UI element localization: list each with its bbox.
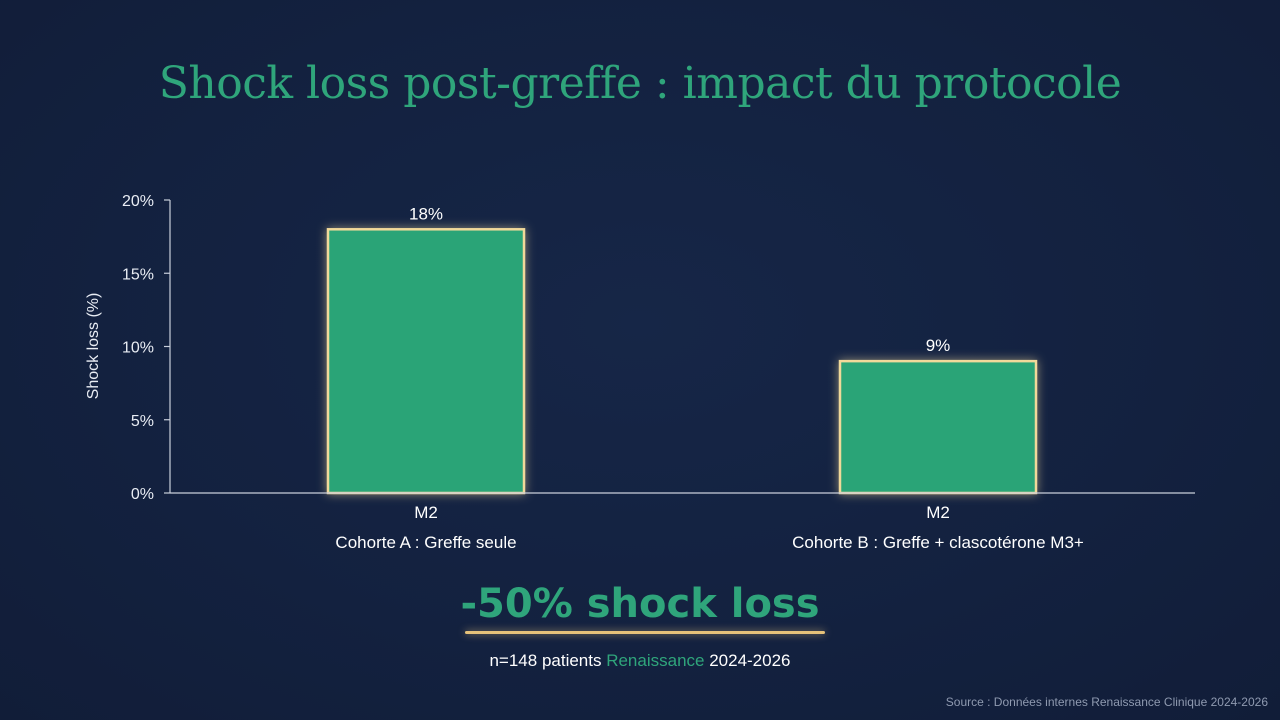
x-tick-label-cohort: Cohorte A : Greffe seule [335,533,516,552]
slide-title: Shock loss post-greffe : impact du proto… [158,58,1122,109]
bars: 18% 9% [326,204,1038,495]
y-tick-label: 5% [131,413,154,430]
sample-prefix: n=148 patients [489,651,607,670]
bar [326,228,526,495]
x-tick-label-timepoint: M2 [414,503,438,522]
sample-caption: n=148 patients Renaissance 2024-2026 [0,651,1280,671]
y-tick-label: 20% [122,193,154,210]
y-tick-label: 0% [131,486,154,503]
y-tick-label: 10% [122,340,154,357]
y-axis-title: Shock loss (%) [85,293,102,400]
bar-value-label: 18% [409,204,443,223]
x-axis: M2 Cohorte A : Greffe seule M2 Cohorte B : … [170,492,1195,552]
x-tick-label-cohort: Cohorte B : Greffe + clascotérone M3+ [792,533,1084,552]
sample-brand: Renaissance [606,651,705,670]
y-tick-label: 15% [122,266,154,283]
highlight-underline [465,631,825,634]
reduction-highlight: -50% shock loss [460,581,820,627]
sample-suffix: 2024-2026 [704,651,791,670]
bar-value-label: 9% [926,336,951,355]
source-footnote: Source : Données internes Renaissance Cl… [945,695,1268,709]
x-tick-label-timepoint: M2 [926,503,950,522]
bar [838,359,1038,495]
y-axis: 0% 5% 10% 15% 20% [122,193,171,503]
